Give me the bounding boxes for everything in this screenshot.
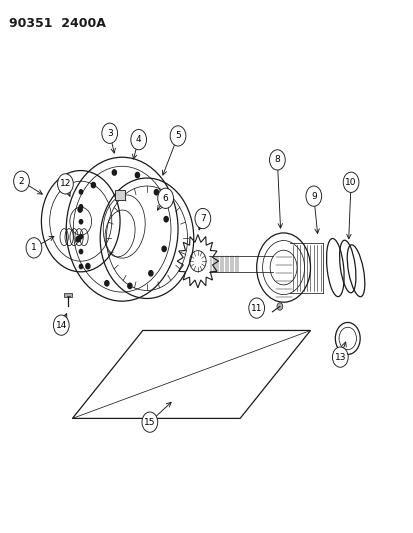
Circle shape [76,237,80,242]
Circle shape [135,173,139,178]
Text: 6: 6 [162,194,168,203]
Circle shape [128,283,132,288]
Circle shape [148,271,152,276]
Circle shape [79,264,83,269]
Circle shape [332,347,347,367]
Circle shape [79,190,83,194]
Circle shape [79,235,83,239]
Circle shape [305,186,321,206]
Circle shape [79,220,83,224]
Circle shape [102,123,117,143]
Text: 1: 1 [31,244,37,252]
Circle shape [53,315,69,335]
Circle shape [79,205,83,209]
Text: 4: 4 [135,135,141,144]
Circle shape [85,263,90,269]
Circle shape [195,208,210,229]
Circle shape [131,130,146,150]
Text: 15: 15 [144,418,155,426]
FancyBboxPatch shape [114,190,125,200]
Circle shape [79,249,83,254]
Circle shape [157,188,173,208]
Circle shape [112,170,116,175]
Circle shape [104,280,109,286]
Text: 10: 10 [344,178,356,187]
Text: 90351  2400A: 90351 2400A [9,17,106,30]
Circle shape [170,126,185,146]
Circle shape [154,190,158,195]
Circle shape [342,172,358,192]
Text: 14: 14 [55,321,67,329]
Text: 12: 12 [59,180,71,188]
Circle shape [57,174,73,194]
Circle shape [14,171,29,191]
Circle shape [26,238,42,258]
Text: 7: 7 [199,214,205,223]
Circle shape [248,298,264,318]
Circle shape [269,150,285,170]
Text: 8: 8 [274,156,280,164]
Text: 2: 2 [19,177,24,185]
Circle shape [142,412,157,432]
Circle shape [91,182,95,188]
Text: 9: 9 [310,192,316,200]
Circle shape [78,207,82,212]
FancyBboxPatch shape [64,293,72,297]
Circle shape [276,303,282,310]
Text: 11: 11 [250,304,262,312]
Text: 5: 5 [175,132,180,140]
Circle shape [164,216,168,222]
Circle shape [161,246,166,252]
Text: 13: 13 [334,353,345,361]
Text: 3: 3 [107,129,112,138]
